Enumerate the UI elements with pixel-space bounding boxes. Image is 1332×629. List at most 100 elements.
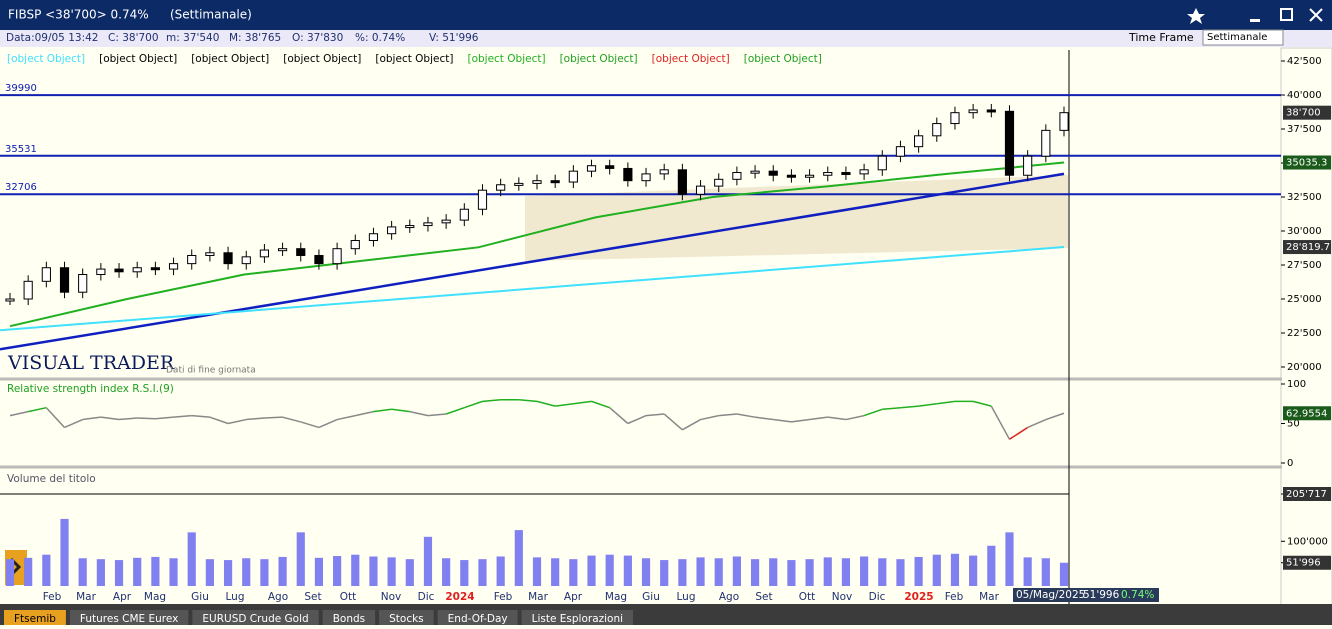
tab-bg[interactable] <box>322 610 376 625</box>
volume-bar <box>133 557 142 586</box>
volume-bar <box>769 558 778 586</box>
candle <box>259 249 270 258</box>
month-label: Feb <box>494 591 513 603</box>
rsi-segment <box>990 405 1011 440</box>
legend-entry: [object Object] <box>652 53 730 65</box>
volume-title: Volume del titolo <box>7 473 96 485</box>
candle <box>586 165 597 172</box>
volume-bar <box>787 560 796 586</box>
tab-bg[interactable] <box>4 610 66 625</box>
month-label: Mag <box>144 591 166 603</box>
volume-bar <box>223 560 233 586</box>
tab-bg[interactable] <box>192 610 319 625</box>
tab[interactable]: End-Of-Day <box>437 610 518 625</box>
candle <box>277 248 288 252</box>
tab-label[interactable]: End-Of-Day <box>448 613 508 625</box>
volume-bar <box>278 556 287 586</box>
month-label: Ago <box>719 591 739 603</box>
volume-bar <box>678 559 687 586</box>
rsi-segment <box>1027 418 1047 429</box>
brand-note: Dati di fine giornata <box>166 366 256 376</box>
timeframe-value[interactable]: Settimanale <box>1207 32 1267 43</box>
rsi-segment <box>573 400 592 405</box>
rsi-segment <box>246 417 265 421</box>
volume-bar <box>714 558 723 586</box>
info-value: V: 51'996 <box>429 32 479 44</box>
legend-entry: [object Object] <box>99 53 177 65</box>
volume-bar <box>914 556 923 586</box>
tab-label[interactable]: Liste Esplorazioni <box>532 613 623 625</box>
tab-bg[interactable] <box>69 610 189 625</box>
rsi-segment <box>82 416 101 421</box>
candle <box>714 178 724 187</box>
month-label: Feb <box>43 591 62 603</box>
volume-bar <box>1059 562 1069 586</box>
candle <box>623 167 633 182</box>
rsi-segment <box>700 414 719 421</box>
tab-label[interactable]: Stocks <box>389 613 424 625</box>
rsi-segment <box>300 421 320 429</box>
tab-bg[interactable] <box>437 610 518 625</box>
volume-bar <box>42 554 51 586</box>
tab-bg[interactable] <box>379 610 434 625</box>
ma200-line <box>0 246 1065 332</box>
candle <box>368 233 379 242</box>
cursor-volume: 51'996 <box>1083 589 1120 601</box>
rsi-segment <box>173 414 192 418</box>
month-label: 2025 <box>904 591 933 603</box>
candle <box>23 280 33 300</box>
tab[interactable]: Ftsemib <box>4 610 66 625</box>
axis-area <box>1280 47 1332 609</box>
volume-bar <box>805 559 814 586</box>
candle <box>405 225 415 229</box>
volume-bar <box>460 560 469 586</box>
tab[interactable]: Futures CME Eurex <box>69 610 189 625</box>
tab-label[interactable]: EURUSD Crude Gold <box>202 613 308 625</box>
tab[interactable]: Liste Esplorazioni <box>521 610 634 625</box>
candle <box>459 208 469 221</box>
tab[interactable]: EURUSD Crude Gold <box>192 610 319 625</box>
volume-bar <box>841 558 851 586</box>
tab[interactable]: Stocks <box>379 610 434 625</box>
minimize[interactable] <box>1250 19 1260 22</box>
candle <box>695 185 706 195</box>
volume-bar <box>732 556 741 586</box>
y-tick-label: 0 <box>1287 458 1293 469</box>
candle <box>350 240 360 250</box>
volume-bar <box>351 554 360 586</box>
candle <box>5 298 15 302</box>
rsi-segment <box>609 407 629 425</box>
tab-label[interactable]: Futures CME Eurex <box>80 613 178 625</box>
timeframe-select[interactable] <box>1202 29 1284 46</box>
star[interactable] <box>1187 8 1205 24</box>
volume-bar <box>1041 558 1050 586</box>
tab-label[interactable]: Bonds <box>333 613 365 625</box>
info-bar <box>0 30 1332 47</box>
candle <box>1059 112 1069 131</box>
window-buttons[interactable] <box>1187 8 1323 24</box>
volume-bar <box>514 530 523 586</box>
candle <box>968 109 978 114</box>
tab-bg[interactable] <box>521 610 634 625</box>
candle <box>986 109 996 113</box>
legend-entry: [object Object] <box>560 53 638 65</box>
rsi-segment <box>100 416 120 421</box>
month-label: Mar <box>528 591 548 603</box>
rsi-segment <box>445 406 465 415</box>
candle <box>96 268 106 276</box>
rsi-segment <box>336 414 356 421</box>
volume-bar <box>242 558 251 586</box>
tab-label[interactable]: Ftsemib <box>14 613 56 625</box>
maximize[interactable] <box>1280 8 1293 21</box>
value-box <box>1283 555 1331 570</box>
volume-bar <box>423 536 433 586</box>
close[interactable] <box>1309 8 1323 22</box>
volume-bar <box>314 557 324 586</box>
volume-bar <box>296 532 305 586</box>
volume-bar <box>96 559 105 586</box>
value-box <box>1283 105 1331 120</box>
candle <box>786 174 797 178</box>
period: (Settimanale) <box>170 8 252 22</box>
tab[interactable]: Bonds <box>322 610 376 625</box>
